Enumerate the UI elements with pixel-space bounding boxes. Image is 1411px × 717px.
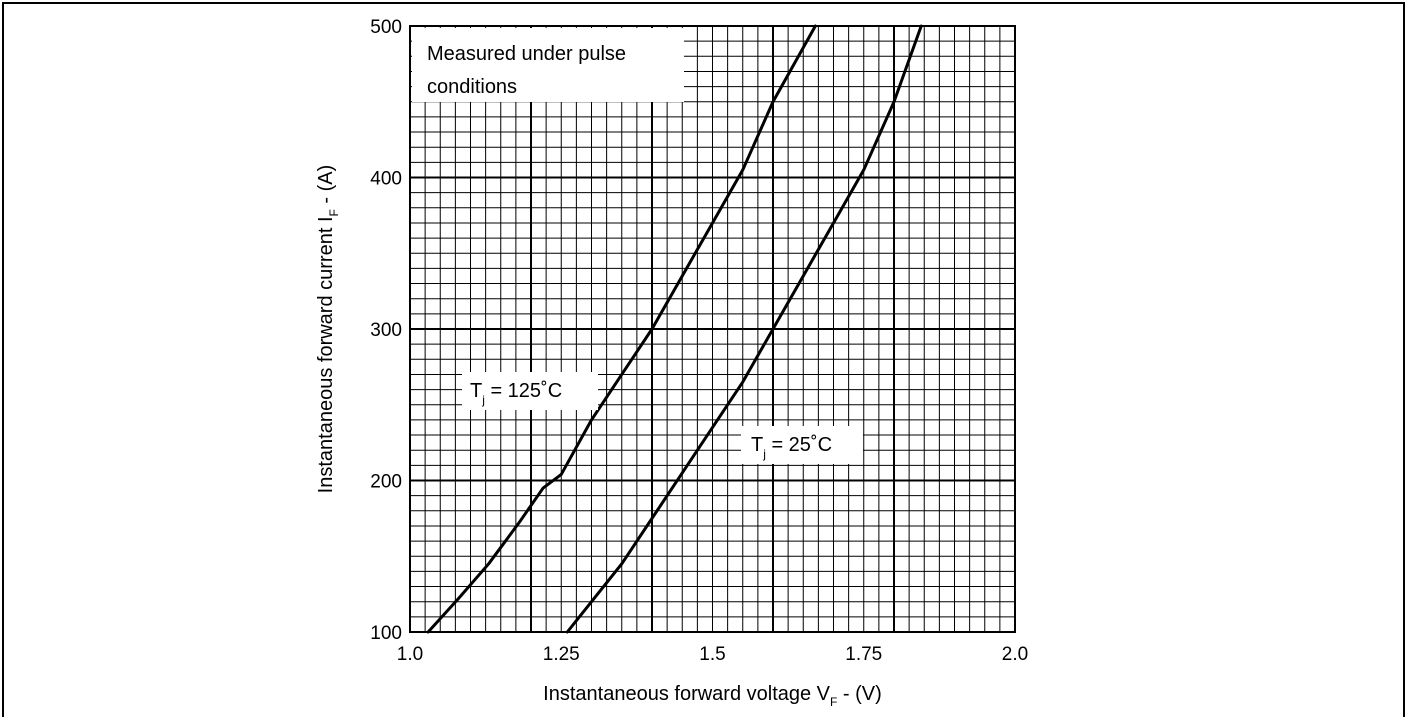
series-label-background [462,372,598,410]
tick-labels: 1.0 1.25 1.5 1.75 2.0 100 200 300 400 500 [370,17,1028,665]
series-label-subscript: j [481,393,485,407]
annotation-line-1: Measured under pulse [427,43,626,65]
series-label-tj-125: Tj = 125˚C [462,372,598,410]
series-label-tail: = 125˚C [485,380,562,402]
grid [410,26,1015,632]
svg-text:Tj = 25˚C: Tj = 25˚C [751,434,832,461]
x-tick-label: 1.25 [543,644,580,665]
x-axis-label: Instantaneous forward voltage VF - (V) [543,683,882,709]
y-axis-label: Instantaneous forward current IF - (A) [315,165,341,494]
series-label-main: T [470,380,482,402]
series-label-tj-25: Tj = 25˚C [741,426,863,464]
x-tick-label: 1.75 [845,644,882,665]
x-tick-label: 2.0 [1002,644,1028,665]
series-line-tj-125 [426,24,817,634]
series-label-subscript: j [762,447,766,461]
y-axis-label-main: Instantaneous forward current I [315,216,337,493]
y-axis-label-tail: - (A) [315,165,337,209]
annotation-line-2: conditions [427,76,517,98]
y-tick-label: 300 [370,320,402,341]
series-layer [426,24,923,634]
y-tick-label: 200 [370,472,402,493]
annotation-measured: Measured under pulse conditions [412,28,684,102]
series-label-tail: = 25˚C [766,434,832,456]
svg-text:Tj = 125˚C: Tj = 125˚C [470,380,562,407]
y-tick-label: 500 [370,17,402,38]
y-tick-label: 100 [370,623,402,644]
series-line-tj-25 [565,24,923,634]
x-tick-label: 1.0 [397,644,423,665]
x-tick-label: 1.5 [699,644,725,665]
x-axis-label-tail: - (V) [837,683,881,705]
plot-area [409,25,1016,633]
y-axis-label-subscript: F [327,209,341,216]
series-label-main: T [751,434,763,456]
annotation-background [412,28,684,102]
y-tick-label: 400 [370,169,402,190]
x-axis-label-main: Instantaneous forward voltage V [543,683,831,705]
series-label-background [741,426,863,464]
x-axis-label-subscript: F [830,695,837,709]
